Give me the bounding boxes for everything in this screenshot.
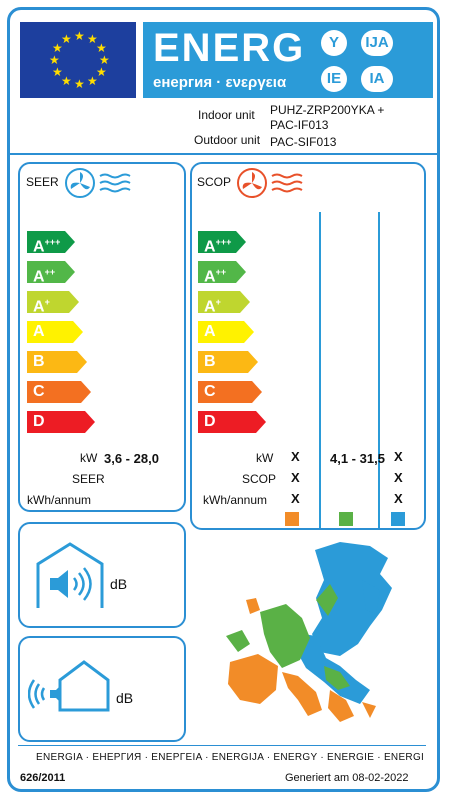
scop-kw-mark-zone1: X [291,449,300,464]
zone-average-swatch [339,512,353,526]
seer-panel-label: SEER [26,175,59,189]
svg-text:★: ★ [74,77,85,91]
svg-text:★: ★ [61,74,72,88]
indoor-unit-value: PUHZ-ZRP200YKA + [270,103,385,117]
scop-panel-label: SCOP [197,175,232,189]
scop-mark-zone1: X [291,470,300,485]
scop-kw-label: kW [256,451,274,465]
warm-zone [228,598,376,722]
energy-subtitle: енергия · ενεργεια [153,74,287,91]
seer-value-label: SEER [72,472,105,486]
header-divider [7,153,440,155]
indoor-noise-db: dB [110,576,128,592]
energy-title: ENERG [153,26,306,70]
generated-date: Generiert am 08-02-2022 [285,772,409,784]
svg-text:★: ★ [49,53,60,67]
eu-flag: ★ ★ ★ ★ ★ ★ ★ ★ ★ ★ ★ ★ [20,22,136,98]
seer-kwh-label: kWh/annum [27,493,92,507]
code-ia: IA [361,66,393,92]
heating-fan-icon [237,168,303,198]
scop-mark-zone3: X [394,470,403,485]
scop-kw-value: 4,1 - 31,5 [330,451,385,466]
heating-panel [190,162,426,530]
svg-text:★: ★ [74,29,85,43]
label-frame [7,7,440,792]
eu-stars-icon: ★ ★ ★ ★ ★ ★ ★ ★ ★ ★ ★ ★ [49,29,110,91]
zone-divider-2 [378,212,380,528]
seer-kw-value: 3,6 - 28,0 [104,451,159,466]
cooling-panel [18,162,186,512]
outdoor-noise-db: dB [116,690,134,706]
cooling-fan-icon [65,168,131,198]
code-ie: IE [321,66,347,92]
footer-languages: ENERGIA · ЕНЕРГИЯ · ΕΝΕΡΓΕΙΑ · ENERGIJA … [36,752,425,763]
svg-text:★: ★ [99,53,110,67]
scop-kwh-mark-zone1: X [291,491,300,506]
zone-cold-swatch [391,512,405,526]
code-y: Y [321,30,347,56]
svg-text:★: ★ [96,41,107,55]
code-ija: IJA [361,30,393,56]
seer-kw-label: kW [80,451,98,465]
outdoor-unit-value: PAC-SIF013 [270,135,337,149]
energy-header-band: ENERG енергия · ενεργεια Y IJA IE IA [143,22,433,98]
scop-kwh-label: kWh/annum [203,493,268,507]
indoor-unit-label: Indoor unit [198,108,255,122]
scop-kw-mark-zone3: X [394,449,403,464]
svg-text:★: ★ [96,65,107,79]
average-zone [226,584,350,690]
outdoor-noise-panel [18,636,186,742]
outdoor-unit-label: Outdoor unit [194,133,261,147]
svg-text:★: ★ [87,74,98,88]
indoor-noise-panel [18,522,186,628]
footer-divider [18,745,426,746]
zone-warm-swatch [285,512,299,526]
europe-climate-map [226,542,392,722]
scop-value-label: SCOP [242,472,277,486]
regulation-number: 626/2011 [20,772,66,784]
svg-text:★: ★ [52,65,63,79]
svg-text:★: ★ [87,32,98,46]
indoor-speaker-icon [36,542,104,608]
svg-text:★: ★ [52,41,63,55]
scop-kwh-mark-zone3: X [394,491,403,506]
svg-text:★: ★ [61,32,72,46]
zone-divider-1 [319,212,321,528]
outdoor-speaker-icon [28,660,110,712]
indoor-unit-value-2: PAC-IF013 [270,118,329,132]
